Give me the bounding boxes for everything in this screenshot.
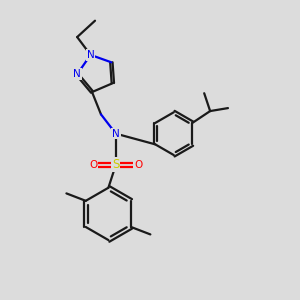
Text: N: N	[87, 50, 94, 60]
Text: S: S	[112, 158, 119, 171]
Text: N: N	[73, 69, 81, 79]
Text: O: O	[89, 160, 98, 170]
Text: N: N	[112, 129, 120, 139]
Text: O: O	[134, 160, 142, 170]
